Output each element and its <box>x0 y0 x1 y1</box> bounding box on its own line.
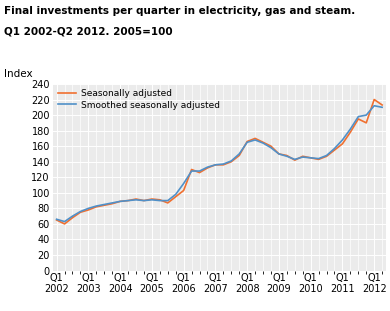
Smoothed seasonally adjusted <box>324 154 329 157</box>
Smoothed seasonally adjusted <box>229 159 234 163</box>
Seasonally adjusted <box>174 195 178 199</box>
Seasonally adjusted <box>364 121 369 125</box>
Smoothed seasonally adjusted <box>118 200 122 203</box>
Seasonally adjusted <box>237 154 241 157</box>
Smoothed seasonally adjusted <box>134 198 138 202</box>
Seasonally adjusted <box>118 200 122 203</box>
Seasonally adjusted <box>54 218 59 222</box>
Seasonally adjusted <box>372 98 376 101</box>
Seasonally adjusted <box>78 210 83 214</box>
Smoothed seasonally adjusted <box>205 165 210 169</box>
Seasonally adjusted <box>245 140 250 143</box>
Smoothed seasonally adjusted <box>149 198 154 202</box>
Seasonally adjusted <box>158 198 162 202</box>
Smoothed seasonally adjusted <box>189 169 194 173</box>
Smoothed seasonally adjusted <box>70 214 75 218</box>
Seasonally adjusted <box>340 142 345 146</box>
Seasonally adjusted <box>181 188 186 192</box>
Seasonally adjusted <box>213 163 218 167</box>
Smoothed seasonally adjusted <box>285 155 289 158</box>
Seasonally adjusted <box>126 199 130 202</box>
Smoothed seasonally adjusted <box>62 220 67 223</box>
Smoothed seasonally adjusted <box>86 207 91 210</box>
Seasonally adjusted <box>110 202 115 206</box>
Seasonally adjusted <box>324 155 329 158</box>
Seasonally adjusted <box>94 205 99 209</box>
Seasonally adjusted <box>348 130 353 134</box>
Seasonally adjusted <box>300 155 305 158</box>
Smoothed seasonally adjusted <box>364 113 369 117</box>
Line: Smoothed seasonally adjusted: Smoothed seasonally adjusted <box>57 106 382 221</box>
Line: Seasonally adjusted: Seasonally adjusted <box>57 100 382 224</box>
Smoothed seasonally adjusted <box>380 105 385 109</box>
Smoothed seasonally adjusted <box>300 155 305 159</box>
Seasonally adjusted <box>165 201 170 205</box>
Smoothed seasonally adjusted <box>197 169 202 173</box>
Text: Q1 2002-Q2 2012. 2005=100: Q1 2002-Q2 2012. 2005=100 <box>4 26 172 36</box>
Smoothed seasonally adjusted <box>340 138 345 142</box>
Smoothed seasonally adjusted <box>110 201 115 205</box>
Seasonally adjusted <box>86 208 91 212</box>
Smoothed seasonally adjusted <box>158 199 162 202</box>
Smoothed seasonally adjusted <box>261 141 265 145</box>
Smoothed seasonally adjusted <box>94 204 99 208</box>
Legend: Seasonally adjusted, Smoothed seasonally adjusted: Seasonally adjusted, Smoothed seasonally… <box>55 87 222 112</box>
Smoothed seasonally adjusted <box>78 210 83 213</box>
Seasonally adjusted <box>62 222 67 226</box>
Seasonally adjusted <box>229 160 234 164</box>
Seasonally adjusted <box>269 144 273 148</box>
Smoothed seasonally adjusted <box>126 199 130 202</box>
Smoothed seasonally adjusted <box>142 199 146 202</box>
Smoothed seasonally adjusted <box>237 152 241 156</box>
Smoothed seasonally adjusted <box>308 156 313 160</box>
Seasonally adjusted <box>102 203 106 207</box>
Text: Index: Index <box>4 69 32 79</box>
Seasonally adjusted <box>292 158 297 162</box>
Smoothed seasonally adjusted <box>221 162 226 166</box>
Seasonally adjusted <box>221 163 226 167</box>
Seasonally adjusted <box>70 216 75 220</box>
Smoothed seasonally adjusted <box>332 147 337 151</box>
Seasonally adjusted <box>332 148 337 152</box>
Smoothed seasonally adjusted <box>181 182 186 185</box>
Seasonally adjusted <box>308 156 313 160</box>
Seasonally adjusted <box>205 166 210 170</box>
Seasonally adjusted <box>134 197 138 201</box>
Smoothed seasonally adjusted <box>292 158 297 161</box>
Smoothed seasonally adjusted <box>253 138 257 142</box>
Seasonally adjusted <box>285 154 289 157</box>
Seasonally adjusted <box>316 158 321 161</box>
Smoothed seasonally adjusted <box>348 127 353 131</box>
Smoothed seasonally adjusted <box>213 163 218 167</box>
Smoothed seasonally adjusted <box>174 193 178 196</box>
Seasonally adjusted <box>197 171 202 174</box>
Text: Final investments per quarter in electricity, gas and steam.: Final investments per quarter in electri… <box>4 6 355 16</box>
Smoothed seasonally adjusted <box>356 115 361 118</box>
Smoothed seasonally adjusted <box>372 104 376 108</box>
Seasonally adjusted <box>253 137 257 140</box>
Seasonally adjusted <box>380 103 385 107</box>
Seasonally adjusted <box>142 199 146 202</box>
Smoothed seasonally adjusted <box>102 203 106 207</box>
Smoothed seasonally adjusted <box>277 152 281 156</box>
Seasonally adjusted <box>261 141 265 144</box>
Smoothed seasonally adjusted <box>316 157 321 160</box>
Smoothed seasonally adjusted <box>165 199 170 202</box>
Smoothed seasonally adjusted <box>269 146 273 150</box>
Seasonally adjusted <box>149 197 154 201</box>
Seasonally adjusted <box>356 117 361 121</box>
Smoothed seasonally adjusted <box>54 217 59 221</box>
Smoothed seasonally adjusted <box>245 141 250 144</box>
Seasonally adjusted <box>189 168 194 171</box>
Seasonally adjusted <box>277 152 281 156</box>
